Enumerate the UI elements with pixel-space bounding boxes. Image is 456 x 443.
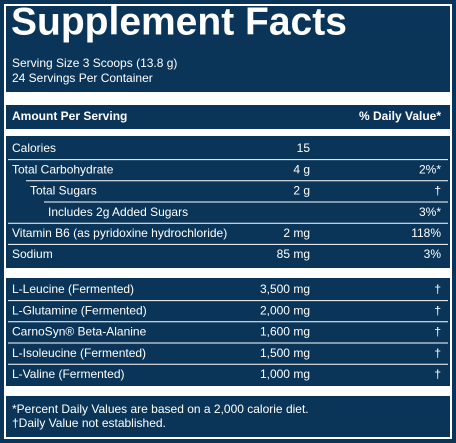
nutrient-amount: 15 (297, 141, 311, 155)
serving-size: Serving Size 3 Scoops (13.8 g) (12, 56, 177, 70)
nutrient-dv: † (434, 282, 441, 296)
nutrient-name: Total Carbohydrate (12, 162, 114, 176)
servings-per-container: 24 Servings Per Container (12, 71, 153, 85)
nutrient-dv: 118% (411, 226, 441, 240)
nutrient-amount: 4 g (293, 162, 310, 176)
nutrient-dv: † (434, 346, 441, 360)
nutrient-name: L-Valine (Fermented) (12, 367, 125, 381)
nutrient-name: Total Sugars (30, 184, 97, 198)
nutrient-dv: † (434, 367, 441, 381)
nutrient-dv: † (434, 325, 441, 339)
nutrient-amount: 1,600 mg (260, 325, 310, 339)
nutrient-amount: 1,500 mg (260, 346, 310, 360)
nutrient-amount: 2 mg (283, 226, 310, 240)
nutrient-amount: 1,000 mg (260, 367, 310, 381)
nutrient-name: Calories (12, 141, 56, 155)
footnote: *Percent Daily Values are based on a 2,0… (12, 402, 309, 416)
nutrient-dv: 3% (424, 247, 442, 261)
nutrient-dv: † (434, 184, 441, 198)
nutrient-amount: 2,000 mg (260, 303, 310, 317)
nutrient-name: Vitamin B6 (as pyridoxine hydrochloride) (12, 226, 227, 240)
nutrient-dv: 2%* (419, 162, 441, 176)
nutrient-name: CarnoSyn® Beta-Alanine (12, 325, 147, 339)
nutrient-amount: 2 g (293, 184, 310, 198)
footnote: †Daily Value not established. (12, 416, 166, 430)
nutrient-name: Sodium (12, 247, 53, 261)
nutrient-dv: 3%* (419, 205, 441, 219)
thick-rule (5, 92, 451, 105)
nutrient-name: L-Glutamine (Fermented) (12, 303, 147, 317)
nutrient-name: L-Leucine (Fermented) (12, 282, 134, 296)
nutrient-amount: 85 mg (277, 247, 310, 261)
nutrient-amount: 3,500 mg (260, 282, 310, 296)
border (4, 4, 452, 439)
thick-rule (5, 268, 451, 278)
nutrient-name: L-Isoleucine (Fermented) (12, 346, 146, 360)
nutrient-dv: † (434, 303, 441, 317)
medium-rule (5, 129, 451, 136)
thick-rule (5, 386, 451, 396)
nutrient-name: Includes 2g Added Sugars (48, 205, 188, 219)
title: Supplement Facts (11, 0, 347, 43)
dv-header: % Daily Value* (359, 109, 441, 123)
amount-header: Amount Per Serving (12, 109, 127, 123)
